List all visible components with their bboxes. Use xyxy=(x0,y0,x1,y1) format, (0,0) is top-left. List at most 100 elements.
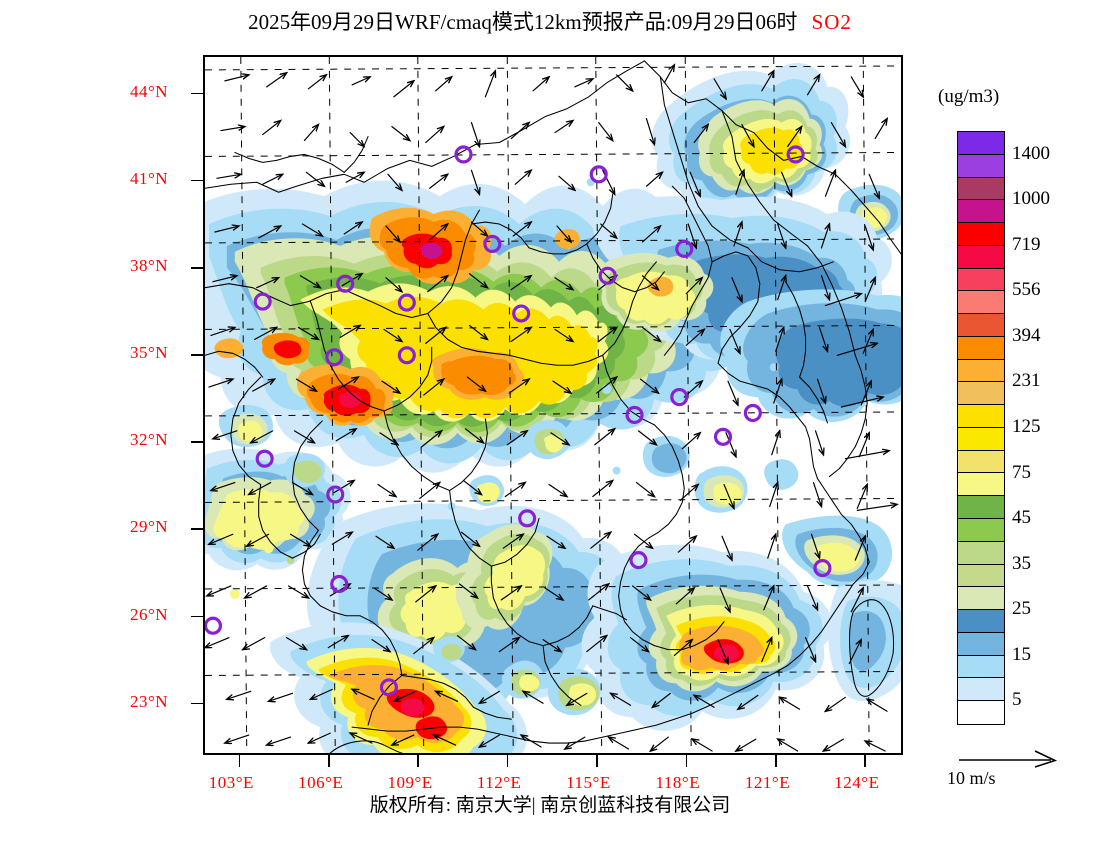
city-marker xyxy=(205,616,223,635)
city-marker-group[interactable] xyxy=(205,145,832,697)
city-marker xyxy=(589,165,608,184)
title-species-label: SO2 xyxy=(811,10,852,34)
wind-scale-label: 10 m/s xyxy=(947,768,996,788)
colorbar[interactable] xyxy=(957,131,1005,725)
city-marker xyxy=(330,574,349,594)
lat-tick-23 xyxy=(191,702,203,705)
lon-label-109: 109°E xyxy=(387,773,433,792)
lat-tick-35 xyxy=(191,354,203,356)
city-marker xyxy=(629,551,648,570)
city-marker xyxy=(454,145,473,164)
lon-label-115: 115°E xyxy=(566,773,611,792)
colorbar-band-25 xyxy=(958,701,1004,724)
city-marker xyxy=(325,348,344,367)
city-marker xyxy=(512,304,531,323)
colorbar-tick-1000: 1000 xyxy=(1012,188,1050,210)
concentration-field xyxy=(205,63,901,753)
lon-tick-118 xyxy=(685,755,688,767)
lat-label-32: 32°N xyxy=(130,430,169,450)
lat-tick-44 xyxy=(191,92,203,95)
lon-tick-124 xyxy=(864,755,866,767)
lat-label-26: 26°N xyxy=(130,604,169,624)
colorbar-units-label: (ug/m3) xyxy=(938,86,1000,107)
colorbar-band-20 xyxy=(958,587,1004,611)
lon-tick-103 xyxy=(238,755,241,767)
colorbar-band-9 xyxy=(958,336,1004,360)
colorbar-band-22 xyxy=(958,632,1004,656)
colorbar-band-10 xyxy=(958,359,1004,383)
city-marker xyxy=(253,292,272,311)
colorbar-tick-5: 5 xyxy=(1012,689,1022,711)
colorbar-band-11 xyxy=(958,382,1004,406)
copyright-footer: 版权所有: 南京大学| 南京创蓝科技有限公司 xyxy=(369,795,731,816)
colorbar-band-0 xyxy=(958,132,1004,155)
colorbar-band-18 xyxy=(958,541,1004,565)
city-marker xyxy=(675,239,694,258)
page-title: 2025年09月29日WRF/cmaq模式12km预报产品:09月29日06时 S… xyxy=(0,6,1100,36)
colorbar-band-2 xyxy=(958,177,1004,201)
wind-vector-field xyxy=(205,65,897,751)
lon-label-124: 124°E xyxy=(834,773,880,792)
colorbar-band-1 xyxy=(958,154,1004,178)
lat-label-44: 44°N xyxy=(130,81,169,101)
city-marker xyxy=(483,234,502,253)
colorbar-band-4 xyxy=(958,223,1004,246)
city-marker xyxy=(670,387,689,407)
colorbar-band-19 xyxy=(958,564,1004,588)
colorbar-band-12 xyxy=(958,405,1004,428)
lat-tick-41 xyxy=(191,179,203,182)
city-marker xyxy=(598,266,617,285)
colorbar-band-6 xyxy=(958,268,1004,292)
lon-tick-106 xyxy=(328,755,330,767)
colorbar-band-5 xyxy=(958,245,1004,269)
city-marker xyxy=(713,427,733,446)
colorbar-tick-35: 35 xyxy=(1012,552,1031,574)
lat-label-35: 35°N xyxy=(130,343,169,363)
lon-label-106: 106°E xyxy=(298,773,344,792)
city-marker xyxy=(397,346,416,365)
colorbar-tick-1400: 1400 xyxy=(1012,142,1050,164)
city-marker xyxy=(397,293,416,312)
colorbar-band-16 xyxy=(958,496,1004,520)
colorbar-band-23 xyxy=(958,655,1004,679)
lat-label-29: 29°N xyxy=(130,517,169,537)
lon-tick-121 xyxy=(774,755,777,767)
colorbar-tick-75: 75 xyxy=(1012,461,1031,483)
lat-tick-29 xyxy=(191,528,203,531)
lat-label-38: 38°N xyxy=(130,256,169,276)
wind-scale-arrow-icon xyxy=(959,750,1058,768)
city-marker xyxy=(786,145,805,164)
city-marker xyxy=(379,678,398,697)
lon-label-103: 103°E xyxy=(208,773,254,792)
colorbar-tick-45: 45 xyxy=(1012,507,1031,529)
colorbar-band-7 xyxy=(958,291,1004,315)
lat-tick-38 xyxy=(191,267,203,269)
lon-label-118: 118°E xyxy=(655,773,701,792)
colorbar-tick-556: 556 xyxy=(1012,279,1041,301)
colorbar-band-13 xyxy=(958,427,1004,451)
lon-label-112: 112°E xyxy=(476,773,522,792)
colorbar-band-8 xyxy=(958,314,1004,337)
lon-tick-112 xyxy=(506,755,509,767)
colorbar-band-14 xyxy=(958,450,1004,474)
lat-label-41: 41°N xyxy=(130,168,169,188)
colorbar-tick-15: 15 xyxy=(1012,643,1031,665)
city-marker xyxy=(518,509,537,528)
wind-scale-legend: 10 m/s xyxy=(947,748,1095,794)
title-main-text: 2025年09月29日WRF/cmaq模式12km预报产品:09月29日06时 xyxy=(248,10,798,34)
city-marker xyxy=(625,405,644,424)
city-marker xyxy=(743,403,762,423)
city-marker xyxy=(813,559,832,578)
colorbar-band-21 xyxy=(958,610,1004,633)
lat-tick-26 xyxy=(191,615,203,618)
colorbar-tick-25: 25 xyxy=(1012,598,1031,620)
colorbar-tick-125: 125 xyxy=(1012,416,1041,437)
colorbar-band-3 xyxy=(958,200,1004,224)
lon-label-121: 121°E xyxy=(744,773,791,792)
city-marker xyxy=(255,449,274,468)
city-marker xyxy=(326,485,345,504)
colorbar-band-17 xyxy=(958,519,1004,542)
colorbar-tick-231: 231 xyxy=(1012,370,1041,392)
map-plot-area[interactable] xyxy=(203,55,903,755)
